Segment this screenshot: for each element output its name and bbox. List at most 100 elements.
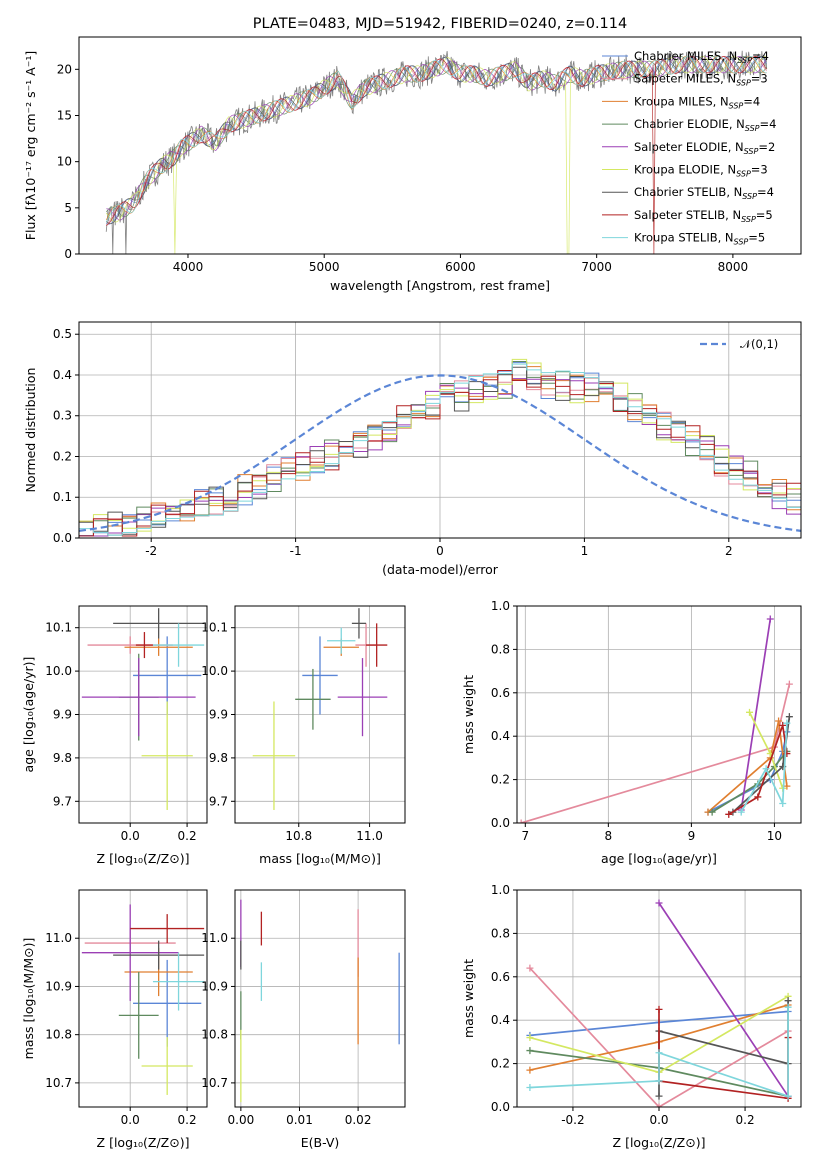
y-tick-label: 10.7 <box>201 1076 228 1090</box>
panel-age-vs-mass: 10.8 11.0 9.7 9.8 9.9 10.0 10.1 mass [log₁₀(M/M… <box>201 605 406 866</box>
y-tick-label: 0.3 <box>53 409 72 423</box>
y-tick-label: 20 <box>57 62 72 76</box>
weight-point-kroupa-miles <box>526 1066 534 1074</box>
x-tick-label: 9 <box>688 829 696 843</box>
y-tick-label: 1.0 <box>491 599 510 613</box>
x-axis-label: mass [log₁₀(M/M⊙)] <box>259 851 381 866</box>
weight-point-salpeter-stelib <box>779 721 787 729</box>
y-tick-label: 10.0 <box>201 664 228 678</box>
y-tick-label: 10.1 <box>45 621 72 635</box>
y-tick-label: 10.9 <box>201 979 228 993</box>
weight-point-kroupa-stelib <box>762 765 770 773</box>
y-tick-label: 9.7 <box>209 794 228 808</box>
y-tick-label: 0.4 <box>491 729 510 743</box>
axes-frame <box>234 889 406 1108</box>
plot-area <box>105 50 768 254</box>
errorbar-kroupa-stelib <box>327 627 356 654</box>
errorbar-chabrier-stelib <box>113 608 205 639</box>
x-axis-label: wavelength [Angstrom, rest frame] <box>330 278 550 293</box>
weight-point-kroupa-stelib <box>784 1003 792 1011</box>
errorbar-kroupa-elodie <box>252 701 296 810</box>
y-tick-label: 9.7 <box>53 794 72 808</box>
y-tick-label: 10.0 <box>45 664 72 678</box>
errorbar-chabrier-miles <box>133 959 202 1047</box>
weight-line-salpeter-elodie <box>740 618 772 811</box>
x-tick-label: 0.02 <box>345 1113 372 1127</box>
panel-residual-hist: -2 -1 0 1 2 0.0 0.1 0.2 0.3 0.4 0.5 (data-model)/er… <box>23 321 802 577</box>
y-tick-label: 0.0 <box>491 816 510 830</box>
y-tick-label: 9.8 <box>209 751 228 765</box>
weight-point-salpeter-elodie <box>655 899 663 907</box>
errorbar-salpeter-elodie <box>337 658 388 737</box>
y-tick-label: 5 <box>64 201 72 215</box>
weight-point-chabrier-stelib <box>784 997 792 1005</box>
y-axis-label: Normed distribution <box>23 368 38 493</box>
panel-mass-vs-ebv: 0.00 0.01 0.02 10.7 10.8 10.9 11.0 E(B-V) <box>201 889 406 1150</box>
legend-label-salpeter-elodie: Salpeter ELODIE, NSSP=2 <box>634 140 775 156</box>
y-tick-label: 15 <box>57 108 72 122</box>
y-tick-label: 0.2 <box>491 773 510 787</box>
x-tick-label: 0 <box>436 544 444 558</box>
y-tick-label: 10.8 <box>45 1028 72 1042</box>
x-tick-label: 7000 <box>581 260 612 274</box>
axes-frame <box>78 36 802 255</box>
y-tick-label: 11.0 <box>45 931 72 945</box>
x-axis-label: Z [log₁₀(Z/Z⊙)] <box>97 1135 190 1150</box>
y-tick-label: 0.2 <box>491 1057 510 1071</box>
plot-area <box>240 899 400 1103</box>
panel-weight-vs-age: 7 8 9 10 0.0 0.2 0.4 0.6 0.8 1.0 age [log₁₀(age/yr… <box>461 599 802 866</box>
errorbar-salpeter-elodie <box>81 904 179 1001</box>
plot-area <box>79 358 801 538</box>
y-tick-label: 0.4 <box>53 368 72 382</box>
x-tick-label: 11.0 <box>356 829 383 843</box>
weight-point-chabrier-elodie <box>708 808 716 816</box>
errorbar-kroupa-stelib <box>152 952 205 1011</box>
plot-area <box>81 608 205 810</box>
model-spectrum-chabrier-stelib <box>105 56 767 225</box>
x-axis-label: Z [log₁₀(Z/Z⊙)] <box>97 851 190 866</box>
weight-point-kroupa-stelib <box>737 808 745 816</box>
y-tick-label: 9.9 <box>209 708 228 722</box>
x-tick-label: -1 <box>290 544 302 558</box>
normal-reference-curve <box>79 374 801 532</box>
x-axis-label: (data-model)/error <box>382 562 499 577</box>
panel-age-vs-Z: 0.0 0.2 9.7 9.8 9.9 10.0 10.1 Z [log₁₀(Z/Z⊙)] ag… <box>21 605 208 866</box>
y-tick-label: 0.5 <box>53 327 72 341</box>
errorbar-chabrier-stelib <box>113 940 205 970</box>
x-axis-label: age [log₁₀(age/yr)] <box>601 851 717 866</box>
x-tick-label: 0.2 <box>178 829 197 843</box>
y-tick-label: 0.1 <box>53 490 72 504</box>
model-spectrum-kroupa-elodie <box>105 56 767 254</box>
y-tick-label: 0 <box>64 247 72 261</box>
y-axis-label: mass [log₁₀(M/M⊙)] <box>21 938 36 1060</box>
model-spectrum-salpeter-elodie <box>106 56 767 221</box>
histogram-salpeter-stelib <box>79 369 801 538</box>
legend-label-kroupa-miles: Kroupa MILES, NSSP=4 <box>634 94 760 110</box>
x-tick-label: 8 <box>605 829 613 843</box>
x-tick-label: 10 <box>767 829 782 843</box>
panel-mass-vs-Z: 0.0 0.2 10.7 10.8 10.9 11.0 Z [log₁₀(Z/Z⊙)] mas… <box>21 889 208 1150</box>
errorbar-chabrier-miles <box>302 636 338 715</box>
y-tick-label: 10.7 <box>45 1076 72 1090</box>
weight-point-salpeter-elodie <box>766 615 774 623</box>
y-tick-label: 0.0 <box>491 1100 510 1114</box>
weight-point-kroupa-miles <box>783 782 791 790</box>
legend-label-chabrier-miles: Chabrier MILES, NSSP=4 <box>634 49 769 65</box>
errorbar-chabrier-stelib <box>351 608 367 639</box>
weight-point-kroupa-stelib <box>655 1049 663 1057</box>
y-axis-label: mass weight <box>461 959 476 1038</box>
x-tick-label: 0.00 <box>228 1113 255 1127</box>
x-tick-label: 8000 <box>718 260 749 274</box>
model-spectrum-kroupa-stelib <box>105 56 767 223</box>
weight-point-kroupa-elodie <box>746 708 754 716</box>
weight-line-salpeter-miles <box>529 967 789 1107</box>
plot-area <box>517 615 793 823</box>
weight-line-salpeter-stelib <box>728 725 788 816</box>
x-tick-label: 0.0 <box>121 1113 140 1127</box>
weight-point-salpeter-stelib <box>725 810 733 818</box>
weight-point-salpeter-miles <box>526 964 534 972</box>
x-tick-label: 2 <box>725 544 733 558</box>
weight-point-kroupa-stelib <box>783 719 791 727</box>
